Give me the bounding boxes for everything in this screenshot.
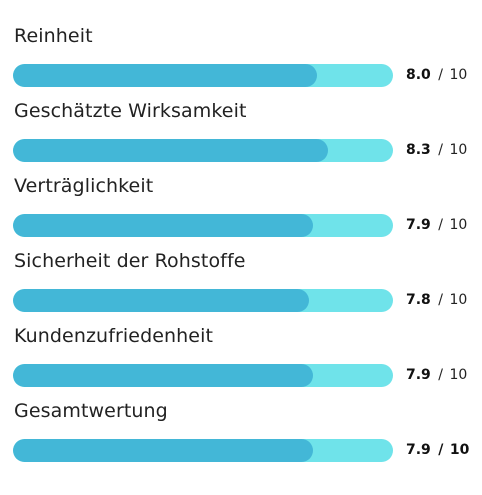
rating-label: Kundenzufriedenheit — [14, 325, 214, 347]
score-separator: / — [438, 367, 443, 383]
score-value: 8.0 — [406, 67, 431, 83]
rating-label: Reinheit — [14, 25, 93, 47]
score-separator: / — [438, 217, 443, 233]
rating-row-sicherheit: Sicherheit der Rohstoffe 7.8 / 10 — [0, 225, 482, 312]
rating-bar-fill — [13, 214, 314, 237]
score-max: 10 — [449, 367, 468, 383]
rating-bar-track — [13, 439, 393, 462]
rating-bar-fill — [13, 289, 310, 312]
rating-score: 8.3 / 10 — [406, 139, 467, 162]
score-max: 10 — [449, 67, 468, 83]
rating-score: 7.8 / 10 — [406, 289, 467, 312]
score-separator: / — [438, 292, 443, 308]
rating-label: Sicherheit der Rohstoffe — [14, 250, 246, 272]
rating-row-gesamtwertung: Gesamtwertung 7.9 / 10 — [0, 375, 482, 462]
rating-bar-track — [13, 139, 393, 162]
score-max: 10 — [449, 292, 468, 308]
score-value: 7.9 — [406, 442, 431, 458]
rating-row-reinheit: Reinheit 8.0 / 10 — [0, 0, 482, 87]
score-max: 10 — [449, 142, 468, 158]
score-max: 10 — [449, 217, 468, 233]
score-value: 7.9 — [406, 217, 431, 233]
score-separator: / — [438, 67, 443, 83]
rating-bar-fill — [13, 439, 314, 462]
rating-score: 7.9 / 10 — [406, 439, 469, 462]
rating-bar-track — [13, 289, 393, 312]
score-value: 8.3 — [406, 142, 431, 158]
rating-label: Verträglichkeit — [14, 175, 154, 197]
rating-row-wirksamkeit: Geschätzte Wirksamkeit 8.3 / 10 — [0, 75, 482, 162]
rating-row-kundenzufriedenheit: Kundenzufriedenheit 7.9 / 10 — [0, 300, 482, 387]
rating-bar-track — [13, 64, 393, 87]
rating-score: 7.9 / 10 — [406, 364, 467, 387]
rating-bar-fill — [13, 139, 329, 162]
score-value: 7.8 — [406, 292, 431, 308]
rating-bar-track — [13, 214, 393, 237]
score-separator: / — [438, 142, 443, 158]
rating-score: 8.0 / 10 — [406, 64, 467, 87]
rating-bar-track — [13, 364, 393, 387]
rating-label: Gesamtwertung — [14, 400, 168, 422]
rating-bar-fill — [13, 364, 314, 387]
score-max: 10 — [449, 442, 470, 458]
score-separator: / — [438, 442, 444, 458]
rating-score: 7.9 / 10 — [406, 214, 467, 237]
rating-row-vertraeglichkeit: Verträglichkeit 7.9 / 10 — [0, 150, 482, 237]
score-value: 7.9 — [406, 367, 431, 383]
rating-label: Geschätzte Wirksamkeit — [14, 100, 247, 122]
rating-bar-fill — [13, 64, 317, 87]
